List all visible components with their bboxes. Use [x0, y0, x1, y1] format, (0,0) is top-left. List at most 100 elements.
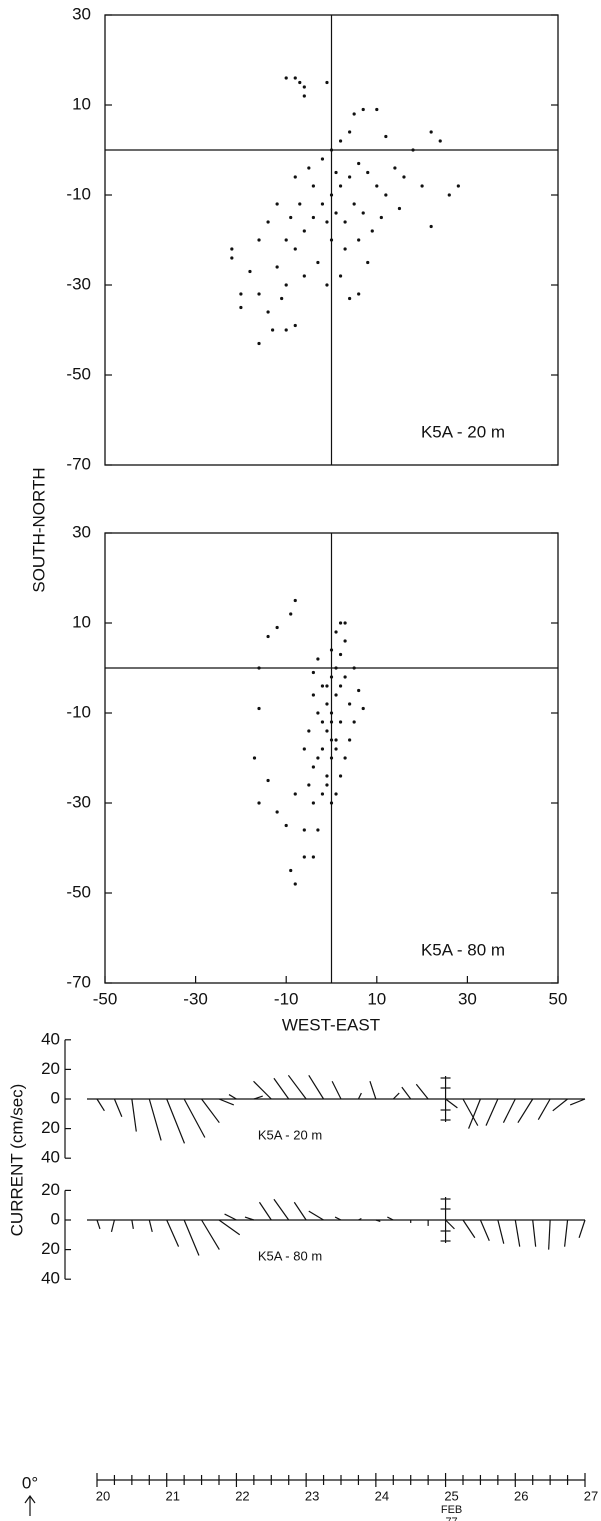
x-tick-label: 50: [549, 989, 568, 1008]
point: [302, 274, 306, 278]
point: [302, 229, 306, 233]
point: [329, 148, 334, 152]
point: [280, 296, 284, 301]
stick: [445, 1098, 458, 1109]
stick: [445, 1219, 455, 1230]
x-tick-label: 10: [367, 989, 386, 1008]
y-tick-label: 10: [72, 94, 91, 113]
point: [420, 184, 424, 188]
stick: [96, 1219, 101, 1230]
stick: [253, 1095, 263, 1100]
x-tick-label: 30: [458, 989, 477, 1008]
point: [325, 220, 329, 224]
point: [361, 706, 365, 711]
stick: [183, 1098, 206, 1138]
point: [348, 296, 352, 301]
annotation: K5A - 80 m: [421, 940, 505, 959]
stick: [564, 1219, 569, 1247]
direction-arrow-head: [24, 1494, 36, 1504]
point: [248, 269, 252, 274]
stick: [201, 1098, 220, 1124]
point: [302, 747, 306, 751]
stick: [369, 1081, 377, 1100]
point: [230, 256, 234, 260]
point: [320, 792, 325, 796]
stick: [552, 1098, 568, 1112]
stick: [201, 1219, 220, 1250]
point: [311, 801, 315, 805]
point: [338, 621, 343, 625]
point: [316, 260, 320, 265]
y-tick-label: 20: [41, 1180, 60, 1199]
point: [275, 810, 279, 814]
point: [438, 139, 442, 143]
point: [320, 720, 325, 724]
stick: [479, 1219, 490, 1241]
point: [239, 292, 243, 296]
point: [266, 220, 270, 224]
point: [266, 634, 270, 639]
point: [329, 193, 334, 197]
point: [284, 283, 288, 287]
point: [320, 684, 325, 688]
point: [366, 260, 370, 265]
stick: [224, 1213, 237, 1221]
point: [302, 855, 306, 859]
y-tick-label: -70: [66, 454, 91, 473]
point: [298, 202, 302, 206]
stick: [497, 1219, 505, 1244]
y-tick-label: 40: [41, 1148, 60, 1167]
point: [384, 134, 388, 139]
stick: [293, 1201, 307, 1221]
point: [348, 702, 352, 706]
y-tick-label: 10: [72, 612, 91, 631]
point: [284, 238, 288, 242]
x-tick-label: 27: [584, 1488, 598, 1503]
point: [316, 756, 320, 760]
stick: [131, 1098, 137, 1132]
stick: [462, 1219, 476, 1239]
stick: [548, 1219, 551, 1250]
point: [329, 756, 334, 760]
point: [252, 756, 257, 760]
point: [429, 130, 433, 134]
point: [293, 323, 297, 328]
stick: [253, 1080, 272, 1100]
point: [307, 783, 311, 787]
stick: [287, 1074, 307, 1100]
point: [316, 711, 320, 715]
stick: [166, 1219, 180, 1247]
point: [325, 729, 329, 733]
current-axis-label: CURRENT (cm/sec): [7, 1084, 26, 1237]
point: [320, 202, 325, 206]
point: [334, 738, 338, 742]
series-label: K5A - 20 m: [258, 1127, 322, 1142]
point: [302, 94, 306, 98]
y-tick-label: 30: [72, 522, 91, 541]
y-axis-label: SOUTH-NORTH: [29, 467, 48, 592]
point: [429, 224, 433, 229]
point: [311, 215, 315, 220]
point: [316, 657, 320, 661]
y-tick-label: 30: [72, 4, 91, 23]
point: [271, 328, 275, 332]
point: [411, 148, 415, 152]
point: [329, 238, 334, 242]
point: [375, 107, 379, 112]
point: [352, 112, 356, 116]
stick: [468, 1098, 481, 1129]
point: [275, 202, 279, 206]
point: [307, 729, 311, 733]
x-tick-label: 26: [514, 1488, 528, 1503]
stick: [401, 1086, 412, 1100]
point: [311, 765, 315, 769]
point: [307, 166, 311, 170]
y-tick-label: 20: [41, 1118, 60, 1137]
point: [329, 720, 334, 724]
year-label: 77: [445, 1516, 457, 1521]
point: [334, 747, 338, 751]
point: [257, 801, 261, 805]
point: [370, 229, 374, 233]
x-tick-label: 22: [235, 1488, 249, 1503]
